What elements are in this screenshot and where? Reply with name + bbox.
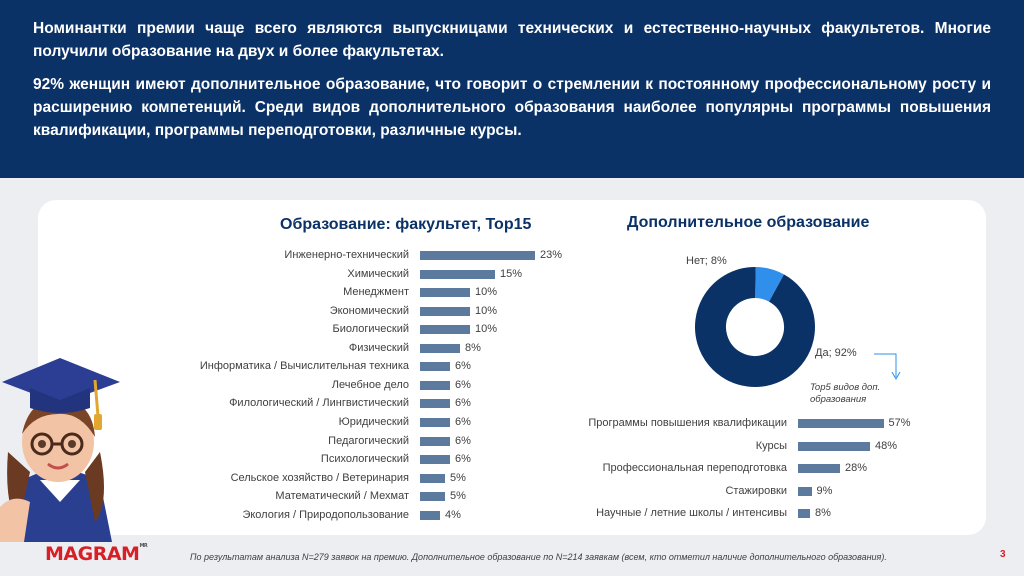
category-label: Филологический / Лингвистический — [229, 397, 409, 410]
category-label: Стажировки — [725, 484, 787, 497]
graduate-girl-icon — [0, 358, 120, 542]
value-label: 6% — [455, 415, 471, 428]
bar — [420, 455, 450, 465]
additional-education-donut — [695, 266, 815, 387]
bar — [798, 486, 812, 496]
category-label: Экология / Природопользование — [242, 508, 409, 521]
category-label: Профессиональная переподготовка — [602, 462, 787, 474]
category-label: Лечебное дело — [331, 378, 409, 391]
value-label: 28% — [845, 462, 868, 474]
value-label: 6% — [455, 453, 471, 466]
header-banner: Номинантки премии чаще всего являются вы… — [0, 0, 1024, 178]
bar — [798, 464, 840, 473]
bar — [420, 251, 535, 260]
value-label: 6% — [455, 397, 471, 410]
bar — [420, 510, 440, 520]
value-label: 8% — [815, 507, 831, 519]
category-label: Психологический — [320, 453, 409, 466]
category-label: Менеджмент — [343, 286, 409, 299]
arrow-down-icon — [874, 353, 901, 381]
top5-note: Top5 видов доп. образования — [810, 382, 881, 405]
value-label: 48% — [875, 439, 898, 452]
value-label: 10% — [475, 323, 498, 336]
header-paragraph-2: 92% женщин имеют дополнительное образова… — [33, 76, 991, 139]
value-label: 9% — [816, 484, 833, 497]
category-label: Химический — [347, 267, 409, 280]
faculty-chart-title: Образование: факультет, Top15 — [280, 216, 532, 233]
value-label: 15% — [500, 267, 523, 280]
value-label: 5% — [450, 471, 466, 484]
bar — [420, 306, 470, 316]
donut-slice — [695, 266, 815, 387]
bar — [798, 419, 884, 428]
category-label: Сельское хозяйство / Ветеринария — [230, 471, 409, 484]
category-label: Физический — [348, 341, 409, 354]
category-label: Курсы — [755, 439, 787, 452]
category-label: Юридический — [338, 415, 409, 428]
magram-logo: MAGRAMMR — [45, 543, 148, 565]
footnote: По результатам анализа N=279 заявок на п… — [190, 552, 887, 562]
value-label: 8% — [465, 341, 481, 354]
bar — [798, 441, 870, 451]
category-label: Педагогический — [328, 434, 409, 447]
category-label: Экономический — [329, 304, 409, 317]
value-label: 23% — [540, 249, 563, 261]
value-label: 10% — [475, 286, 498, 299]
bar — [420, 325, 470, 335]
donut-label-yes: Да; 92% — [815, 347, 857, 359]
bar — [420, 380, 450, 390]
bar — [420, 492, 445, 502]
value-label: 6% — [455, 360, 471, 373]
value-label: 6% — [455, 378, 471, 391]
bar — [420, 343, 460, 353]
bar — [420, 288, 470, 298]
value-label: 57% — [888, 417, 911, 429]
value-label: 5% — [450, 490, 466, 503]
header-paragraph-1: Номинантки премии чаще всего являются вы… — [33, 20, 991, 60]
category-label: Программы повышения квалификации — [588, 417, 787, 429]
value-label: 4% — [445, 508, 461, 521]
category-label: Научные / летние школы / интенсивы — [596, 507, 787, 519]
bar — [798, 509, 810, 518]
value-label: 10% — [475, 304, 498, 317]
donut-label-no: Нет; 8% — [686, 255, 727, 267]
category-label: Математический / Мехмат — [275, 490, 409, 503]
bar — [420, 436, 450, 446]
bar — [420, 362, 450, 372]
additional-education-title: Дополнительное образование — [627, 214, 870, 231]
bar — [420, 269, 495, 279]
page-number: 3 — [1000, 549, 1006, 560]
category-label: Биологический — [332, 323, 409, 336]
bar — [420, 399, 450, 409]
bar — [420, 473, 445, 483]
category-label: Инженерно-технический — [284, 249, 409, 261]
category-label: Информатика / Вычислительная техника — [199, 360, 409, 373]
bar — [420, 417, 450, 427]
value-label: 6% — [455, 434, 471, 447]
